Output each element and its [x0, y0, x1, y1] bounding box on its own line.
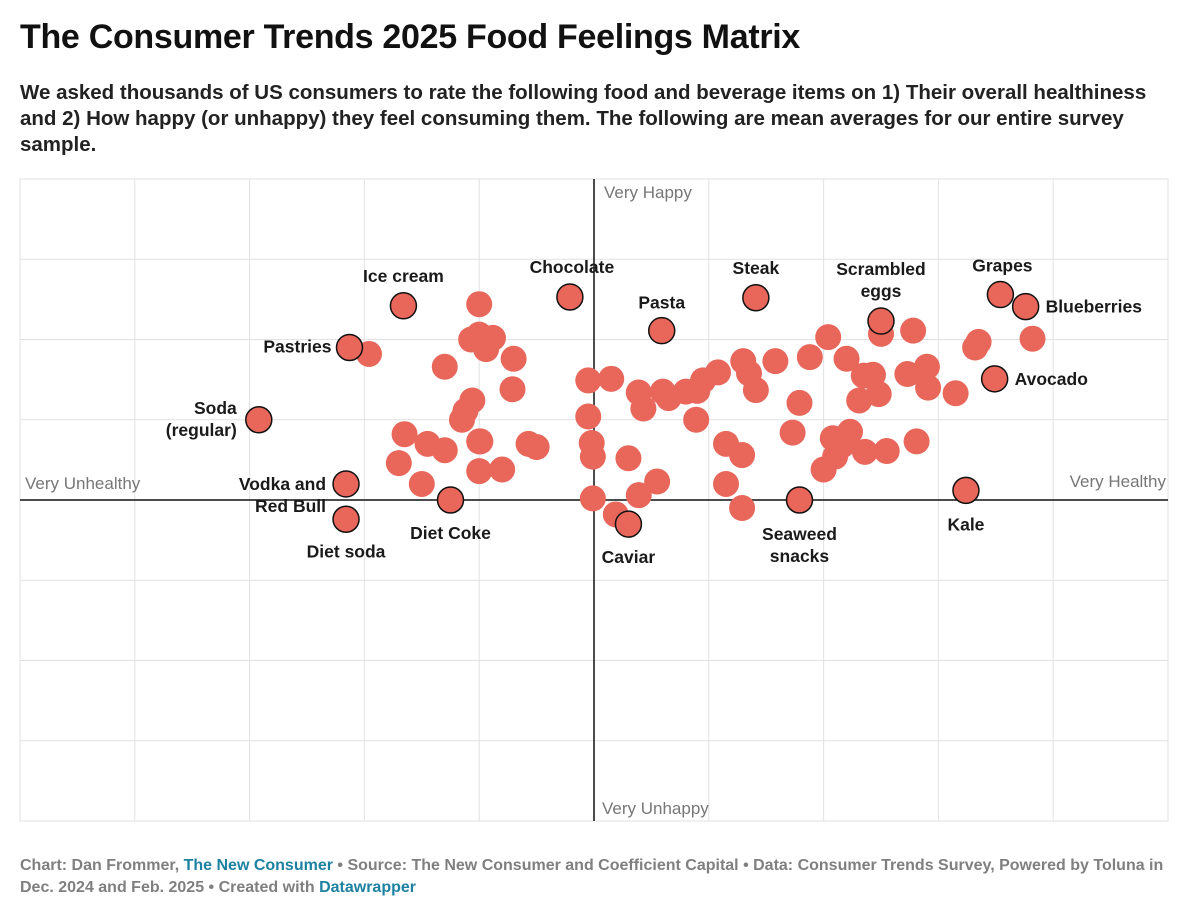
data-point[interactable] [385, 450, 412, 477]
data-point[interactable] [962, 334, 989, 361]
data-point[interactable] [851, 438, 878, 465]
point-label: Vodka and Red Bull [239, 474, 326, 516]
point-label: Seaweed snacks [762, 524, 837, 566]
data-point[interactable] [615, 445, 642, 472]
axis-label-left: Very Unhealthy [25, 474, 141, 493]
data-point[interactable] [833, 345, 860, 372]
highlighted-data-point[interactable] [785, 486, 814, 514]
axis-label-top: Very Happy [604, 183, 692, 202]
data-point[interactable] [523, 434, 550, 461]
data-point[interactable] [704, 359, 731, 386]
data-point[interactable] [815, 324, 842, 351]
highlighted-data-point[interactable] [335, 333, 364, 362]
point-label: Diet Coke [410, 523, 491, 543]
point-label: Scrambled eggs [836, 259, 925, 301]
highlighted-data-point[interactable] [332, 505, 360, 534]
data-point[interactable] [500, 345, 527, 372]
highlighted-data-point[interactable] [332, 470, 360, 498]
highlighted-data-point[interactable] [1011, 292, 1040, 321]
data-point[interactable] [625, 482, 652, 509]
point-label: Grapes [972, 256, 1033, 276]
data-point[interactable] [942, 380, 969, 407]
datawrapper-link[interactable]: Datawrapper [319, 879, 416, 896]
footer-source: • Source: The New Consumer and Coefficie… [20, 857, 1164, 896]
point-label: Pasta [638, 293, 685, 313]
highlighted-data-point[interactable] [742, 284, 770, 312]
data-point[interactable] [837, 418, 864, 445]
point-label: Avocado [1015, 369, 1088, 389]
data-point[interactable] [742, 377, 769, 404]
data-point[interactable] [467, 428, 494, 455]
data-point[interactable] [762, 348, 789, 375]
data-point[interactable] [903, 428, 930, 455]
data-point[interactable] [598, 365, 625, 392]
data-point[interactable] [796, 344, 823, 371]
highlighted-data-point[interactable] [556, 283, 584, 311]
data-point[interactable] [865, 381, 892, 408]
data-point[interactable] [1019, 325, 1046, 352]
highlighted-data-point[interactable] [867, 307, 895, 335]
data-point[interactable] [466, 291, 493, 318]
point-label: Blueberries [1046, 297, 1143, 317]
highlighted-data-point[interactable] [980, 365, 1009, 393]
data-point[interactable] [448, 406, 475, 433]
data-point[interactable] [644, 468, 671, 495]
publication-link[interactable]: The New Consumer [183, 857, 333, 874]
data-point[interactable] [575, 403, 602, 430]
data-point[interactable] [489, 456, 516, 483]
chart-footer: Chart: Dan Frommer, The New Consumer • S… [20, 855, 1180, 899]
highlighted-data-point[interactable] [647, 316, 676, 345]
data-points [245, 280, 1046, 538]
chart-title: The Consumer Trends 2025 Food Feelings M… [20, 18, 801, 56]
point-labels: Soda (regular) Pastries Ice cream Chocolate P… [166, 256, 1142, 568]
axis-label-bottom: Very Unhappy [602, 799, 709, 818]
data-point[interactable] [810, 456, 837, 483]
data-point[interactable] [579, 485, 606, 512]
data-point[interactable] [786, 389, 813, 416]
data-point[interactable] [431, 353, 458, 380]
data-point[interactable] [894, 361, 921, 388]
data-point[interactable] [473, 336, 500, 363]
data-point[interactable] [579, 443, 606, 470]
data-point[interactable] [630, 395, 657, 422]
point-label: Pastries [263, 337, 331, 357]
highlighted-data-point[interactable] [245, 406, 273, 434]
point-label: Ice cream [363, 266, 444, 286]
data-point[interactable] [729, 495, 756, 522]
highlighted-data-point[interactable] [986, 280, 1015, 309]
data-point[interactable] [683, 406, 710, 433]
data-point[interactable] [913, 353, 940, 380]
highlighted-data-point[interactable] [436, 486, 465, 514]
scatter-chart: Soda (regular) Pastries Ice cream Chocolate P… [19, 178, 1169, 822]
point-label: Diet soda [307, 541, 386, 561]
footer-credit: Chart: Dan Frommer, [20, 857, 184, 874]
point-label: Steak [733, 258, 780, 278]
highlighted-data-point[interactable] [952, 476, 980, 505]
data-point[interactable] [391, 421, 418, 448]
data-point[interactable] [900, 317, 927, 344]
data-point[interactable] [408, 470, 435, 497]
data-point[interactable] [499, 376, 526, 403]
chart-subtitle: We asked thousands of US consumers to ra… [20, 81, 1147, 156]
data-point[interactable] [915, 374, 942, 401]
data-point[interactable] [873, 438, 900, 465]
data-point[interactable] [729, 442, 756, 469]
data-point[interactable] [575, 367, 602, 394]
axis-labels: Very Unhealthy Very Healthy Very Happy Very… [25, 183, 1166, 818]
data-point[interactable] [431, 437, 458, 464]
data-point[interactable] [713, 470, 740, 497]
point-label: Kale [947, 514, 984, 534]
data-point[interactable] [846, 387, 873, 414]
point-label: Caviar [602, 547, 656, 567]
highlighted-data-point[interactable] [614, 510, 643, 538]
axis-label-right: Very Healthy [1070, 472, 1167, 491]
point-label: Soda (regular) [166, 398, 237, 440]
point-label: Chocolate [530, 257, 615, 277]
data-point[interactable] [779, 419, 806, 446]
data-point[interactable] [466, 458, 493, 485]
highlighted-data-point[interactable] [389, 292, 418, 320]
